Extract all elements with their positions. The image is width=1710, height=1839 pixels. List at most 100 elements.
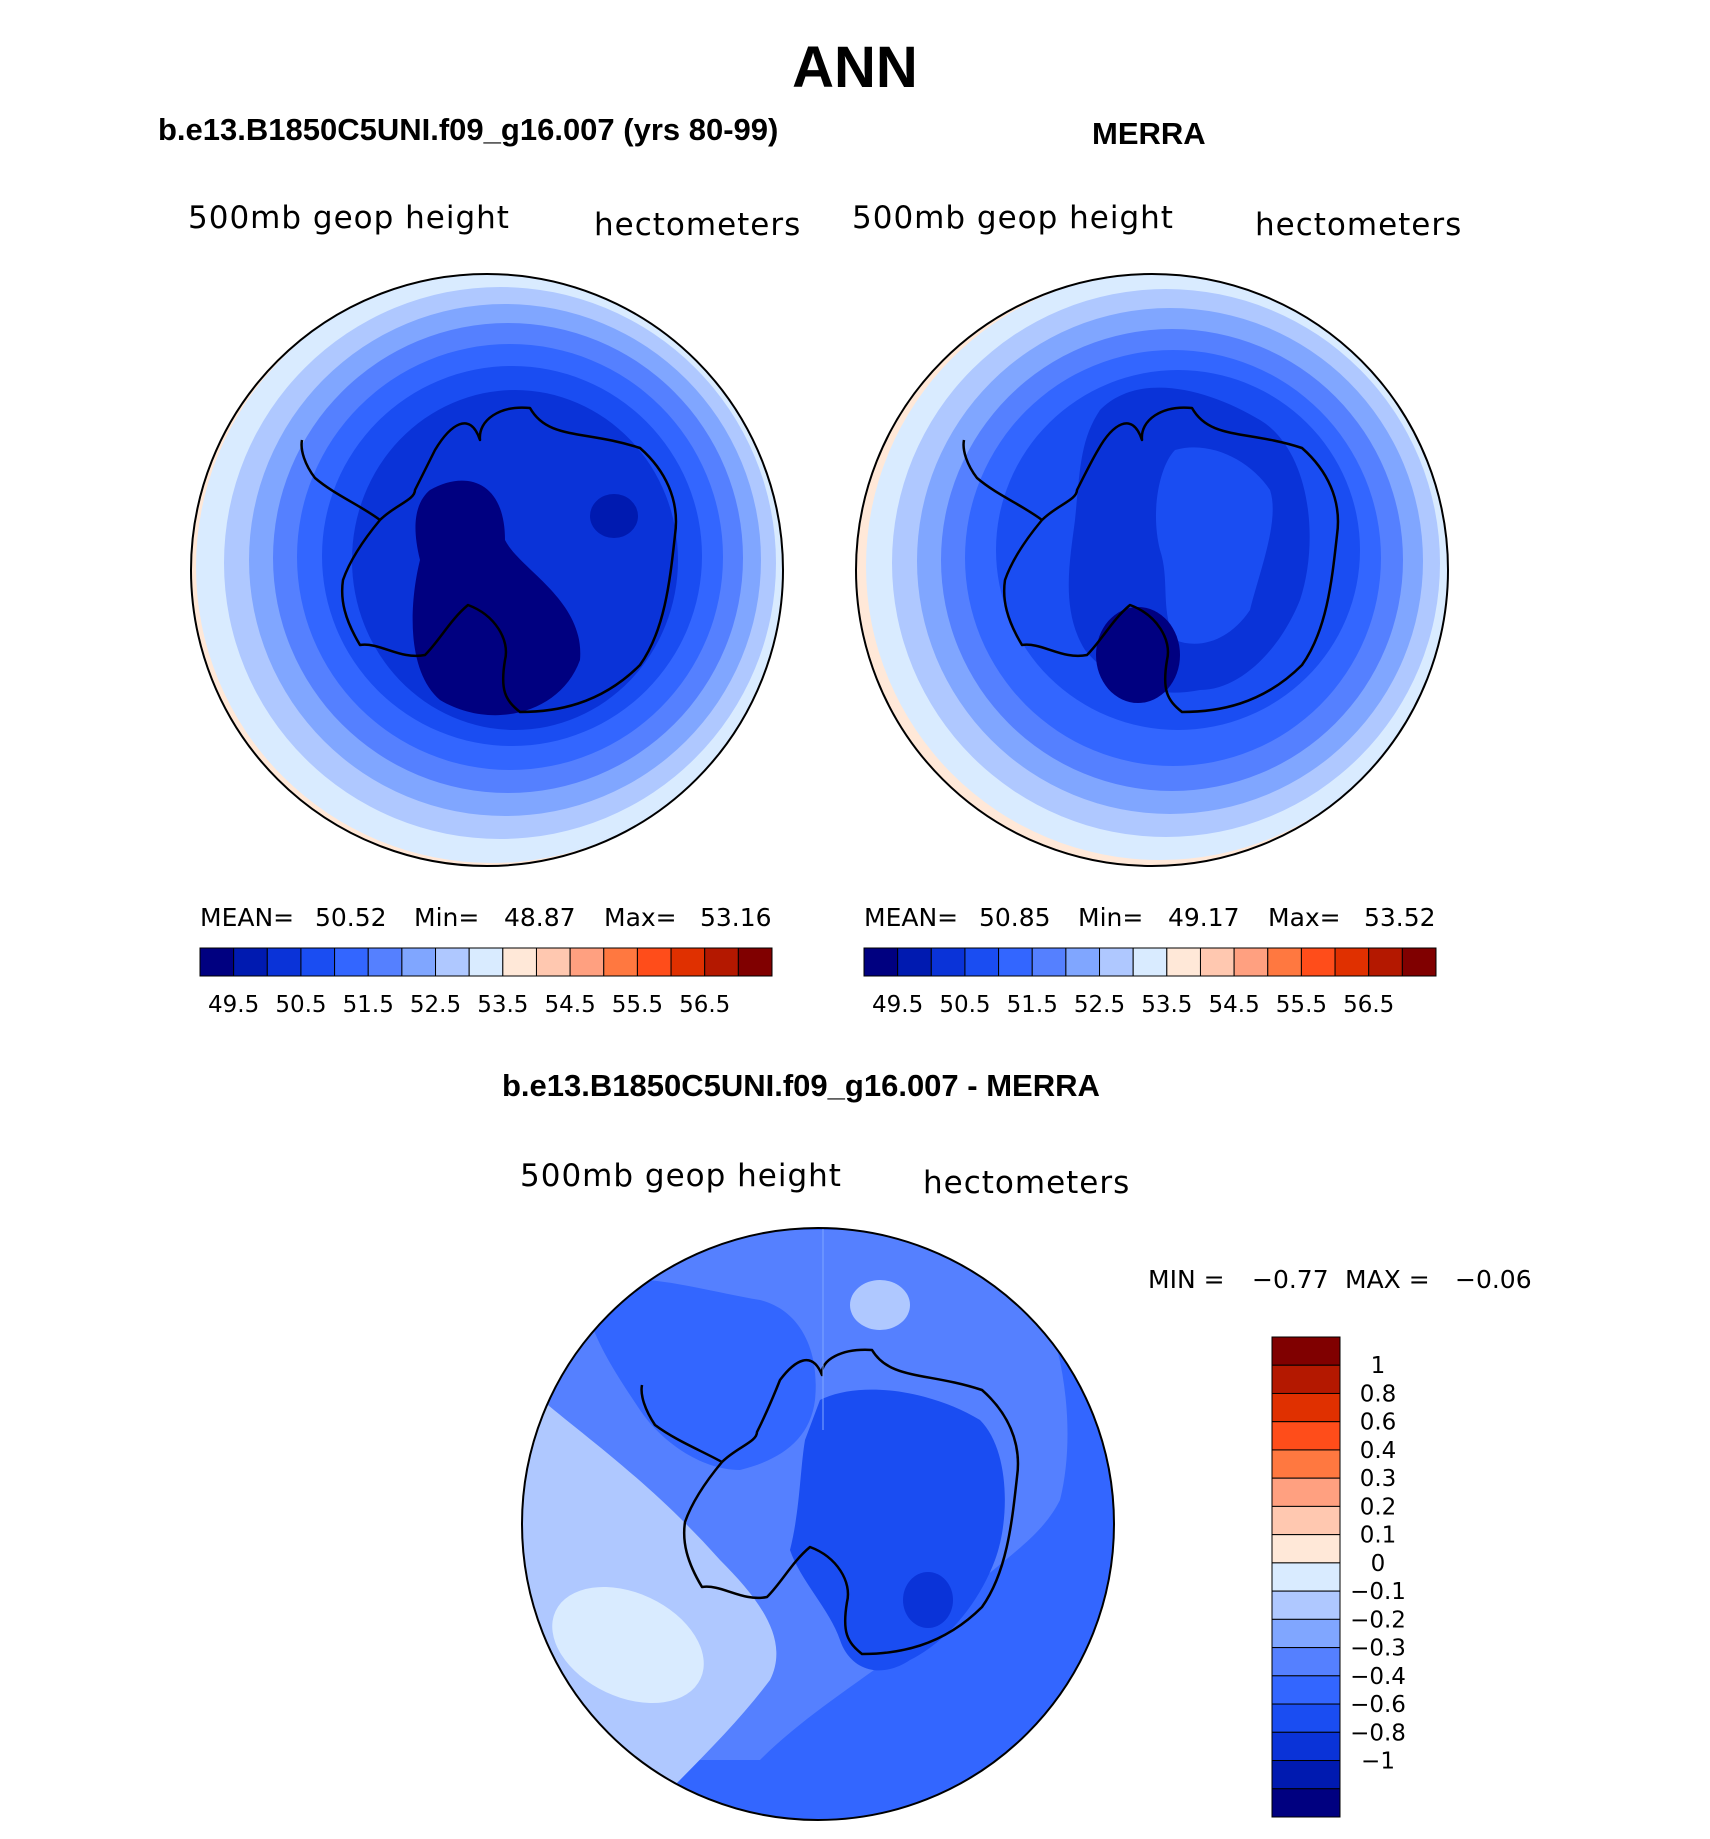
panel2-min-value: 49.17 [1168, 903, 1240, 932]
panel3-colorbar-box-6 [1271, 1505, 1341, 1536]
panel2-colorbar-box-9 [1166, 947, 1201, 977]
panel2-colorbar-tick-label: 54.5 [1209, 992, 1260, 1018]
panel3-colorbar-box-3 [1271, 1421, 1341, 1451]
panel3-colorbar-tick-label: −0.6 [1350, 1692, 1406, 1718]
panel1-colorbar-box-13 [636, 947, 672, 977]
panel3-colorbar-box-9 [1271, 1590, 1341, 1620]
panel3-band-neg0_1 [552, 1586, 704, 1704]
panel1-colorbar-tick-label: 55.5 [612, 992, 663, 1018]
panel3-colorbar-box-11 [1271, 1647, 1341, 1677]
panel3-colorbar-box-13 [1271, 1703, 1341, 1733]
panel3-peninsula-low [590, 1279, 816, 1470]
panel1-colorbar-box-6 [401, 947, 437, 977]
panel2-colorbar-box-7 [1099, 947, 1134, 977]
panel2-colorbar-box-14 [1334, 947, 1370, 977]
panel3-colorbar-box-0 [1271, 1336, 1341, 1366]
panel2-mean-label: MEAN= [864, 903, 959, 932]
panel3-colorbar-tick-label: −0.3 [1350, 1636, 1406, 1662]
panel3-colorbar-box-14 [1271, 1731, 1341, 1762]
panel2-colorbar-box-3 [964, 947, 1000, 977]
panel3-title: b.e13.B1850C5UNI.f09_g16.007 - MERRA [502, 1068, 1100, 1103]
panel1-colorbar: 49.5 50.5 51.5 52.5 53.5 54.5 55.5 56.5 [199, 947, 773, 1018]
panel1-colorbar-box-7 [435, 947, 470, 977]
panel2-mean-value: 50.85 [979, 903, 1051, 932]
panel3-max-label: MAX = [1345, 1265, 1430, 1294]
panel3-local-high [850, 1280, 910, 1330]
panel3-variable-label: 500mb geop height [520, 1158, 842, 1194]
panel3-band-neg0_8 [903, 1572, 953, 1628]
panel2-colorbar-tick-label: 55.5 [1276, 992, 1327, 1018]
panel3-map [522, 1228, 1114, 1820]
panel1-colorbar-box-12 [603, 947, 638, 977]
panel2-colorbar-box-13 [1300, 947, 1336, 977]
panel3-colorbar-tick-label: 0.3 [1360, 1466, 1397, 1492]
panel1-colorbar-tick-label: 50.5 [275, 992, 326, 1018]
panel1-colorbar-box-1 [233, 947, 268, 977]
panel2-map [856, 274, 1448, 866]
panel1-colorbar-box-0 [199, 947, 235, 977]
panel1-max-label: Max= [604, 903, 677, 932]
panel1-colorbar-box-3 [300, 947, 336, 977]
panel2-interior-high [1155, 447, 1273, 644]
panel1-coastline [340, 406, 678, 714]
panel3-min-value: −0.77 [1252, 1265, 1329, 1294]
panel2-colorbar-box-15 [1368, 947, 1403, 977]
panel3-colorbar-tick-label: 0.1 [1360, 1523, 1397, 1549]
panel1-colorbar-tick-label: 54.5 [545, 992, 596, 1018]
panel1-colorbar-box-9 [502, 947, 537, 977]
panel1-title: b.e13.B1850C5UNI.f09_g16.007 (yrs 80-99) [158, 112, 779, 147]
panel3-colorbar-box-7 [1271, 1534, 1341, 1564]
panel2-peninsula [962, 439, 1043, 522]
panel2-title: MERRA [1092, 116, 1206, 151]
panel2-colorbar-box-10 [1199, 947, 1235, 977]
panel1-colorbar-box-8 [468, 947, 504, 977]
panel2-variable-label: 500mb geop height [852, 200, 1174, 236]
panel3-colorbar-box-5 [1271, 1477, 1341, 1507]
panel1-peninsula [300, 439, 381, 522]
panel1-local-low [590, 494, 638, 538]
panel2-colorbar-tick-label: 50.5 [939, 992, 990, 1018]
panel3-colorbar-box-8 [1271, 1562, 1341, 1592]
panel3-units-label: hectometers [923, 1165, 1131, 1201]
panel2-units-label: hectometers [1255, 207, 1463, 243]
panel2-colorbar-box-5 [1031, 947, 1067, 977]
panel2-colorbar-tick-label: 53.5 [1141, 992, 1192, 1018]
panel2-colorbar-tick-label: 49.5 [872, 992, 923, 1018]
panel1-max-value: 53.16 [700, 903, 772, 932]
panel2-colorbar-box-4 [998, 947, 1033, 977]
panel3-colorbar-tick-label: 0.2 [1360, 1494, 1397, 1520]
panel3-coastline [682, 1348, 1020, 1656]
panel1-variable-label: 500mb geop height [188, 200, 510, 236]
panel3-colorbar-box-2 [1271, 1392, 1341, 1423]
panel2-colorbar-box-0 [863, 947, 899, 977]
panel1-colorbar-tick-label: 49.5 [208, 992, 259, 1018]
panel2-min-label: Min= [1078, 903, 1144, 932]
panel2-colorbar-tick-label: 52.5 [1074, 992, 1125, 1018]
panel1-colorbar-box-2 [266, 947, 302, 977]
panel3-max-value: −0.06 [1455, 1265, 1532, 1294]
panel1-colorbar-tick-label: 53.5 [477, 992, 528, 1018]
panel3-colorbar-box-10 [1271, 1618, 1341, 1649]
panel1-colorbar-tick-label: 56.5 [679, 992, 730, 1018]
panel3-colorbar-box-4 [1271, 1449, 1341, 1479]
panel3-colorbar-tick-label: −0.4 [1350, 1664, 1406, 1690]
panel3-colorbar-box-16 [1271, 1788, 1341, 1818]
panel3-colorbar-box-1 [1271, 1364, 1341, 1394]
panel2-colorbar-box-8 [1132, 947, 1168, 977]
panel3-band-neg0_2 [522, 1380, 777, 1800]
panel2-colorbar-box-11 [1233, 947, 1269, 977]
panel2-colorbar-box-6 [1065, 947, 1101, 977]
panel1-colorbar-box-10 [535, 947, 571, 977]
panel3-colorbar: 10.8 0.60.40.30.2 0.10−0.1−0.2 −0.3−0.4−0.6… [1271, 1336, 1406, 1818]
panel2-minimum-region [1096, 607, 1180, 703]
panel3-colorbar-tick-label: −1 [1361, 1749, 1395, 1775]
panel1-minimum-region [412, 480, 581, 716]
panel1-colorbar-box-14 [670, 947, 706, 977]
panel3-colorbar-tick-label: 0.6 [1360, 1410, 1397, 1436]
panel1-colorbar-box-4 [334, 947, 369, 977]
panel2-max-label: Max= [1268, 903, 1341, 932]
panel1-colorbar-tick-label: 52.5 [410, 992, 461, 1018]
panel3-colorbar-tick-label: −0.2 [1350, 1607, 1406, 1633]
panel3-peninsula [640, 1384, 723, 1464]
